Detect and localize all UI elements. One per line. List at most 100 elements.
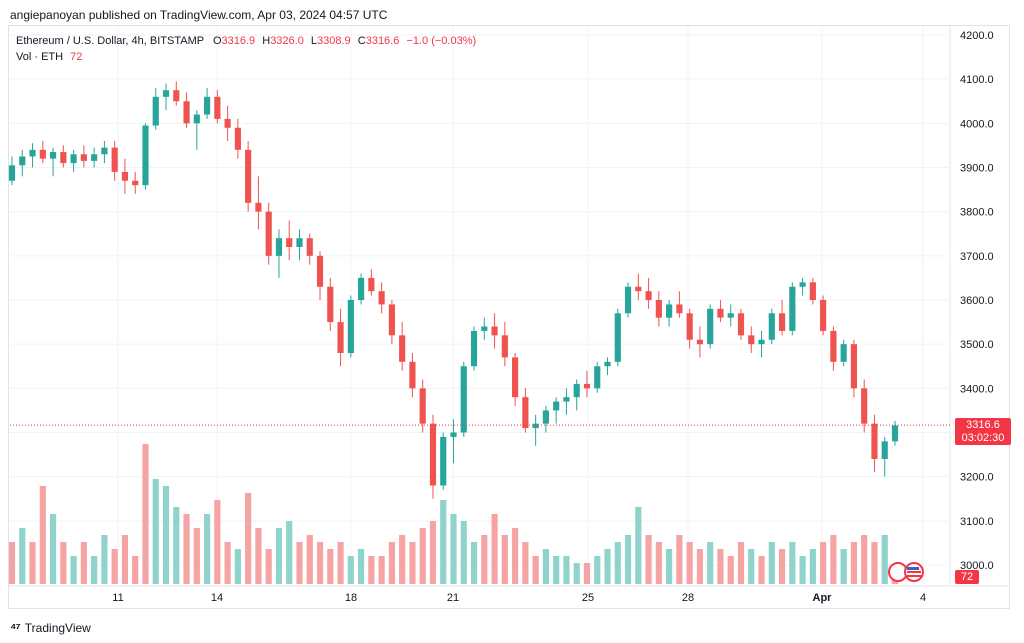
chart-legend: Ethereum / U.S. Dollar, 4h, BITSTAMP O33…: [16, 33, 476, 65]
candle-body: [696, 339, 703, 345]
close-label: C: [357, 35, 366, 47]
y-tick-label: 4000.0: [960, 118, 994, 130]
volume-bar: [450, 514, 457, 584]
candle-body: [676, 304, 683, 314]
volume-bar: [460, 521, 467, 584]
volume-bar: [830, 535, 837, 584]
candle-body: [193, 114, 200, 124]
volume-bar: [717, 549, 724, 584]
volume-bar: [573, 563, 580, 584]
volume-bar: [399, 535, 406, 584]
candle-body: [594, 366, 601, 389]
candle-body: [265, 211, 272, 256]
volume-label[interactable]: Vol · ETH: [16, 51, 64, 63]
candle-body: [255, 202, 262, 212]
volume-bar: [80, 542, 87, 584]
volume-bar: [696, 549, 703, 584]
candle-body: [29, 149, 36, 157]
candle-body: [707, 308, 714, 345]
y-tick-label: 3200.0: [960, 472, 994, 484]
candle-body: [306, 238, 313, 256]
volume-bar: [440, 500, 447, 584]
volume-bar: [286, 521, 293, 584]
volume-bar: [306, 535, 313, 584]
volume-bar: [871, 542, 878, 584]
volume-bar: [737, 542, 745, 584]
volume-bar: [337, 542, 344, 584]
x-tick-label: 14: [211, 592, 223, 604]
candle-body: [440, 436, 447, 486]
candle-body: [635, 286, 642, 292]
candle-body: [204, 96, 211, 115]
candle-body: [245, 149, 252, 203]
x-tick-label: 21: [447, 592, 459, 604]
candle-body: [522, 397, 529, 429]
volume-bar: [142, 444, 149, 584]
candle-body: [553, 401, 560, 411]
volume-bar: [60, 542, 67, 584]
legend-row-ohlc: Ethereum / U.S. Dollar, 4h, BITSTAMP O33…: [16, 33, 476, 49]
volume-bar: [29, 542, 36, 584]
volume-bar: [840, 549, 847, 584]
volume-bar: [8, 542, 16, 584]
candle-body: [132, 180, 139, 186]
candle-body: [111, 147, 118, 172]
volume-bar: [296, 542, 303, 584]
candle-body: [717, 308, 724, 318]
volume-bar: [686, 542, 693, 584]
change-value: −1.0 (−0.03%): [406, 35, 477, 47]
volume-bar: [327, 549, 334, 584]
candle-body: [861, 388, 868, 424]
x-tick-label: 4: [920, 592, 926, 604]
flag-icon[interactable]: [888, 562, 926, 582]
candle-body: [327, 286, 334, 323]
candle-body: [224, 118, 231, 128]
candle-body: [70, 154, 77, 164]
candle-body: [49, 152, 57, 159]
candle-body: [214, 96, 221, 119]
volume-bar: [173, 507, 180, 584]
chart-frame[interactable]: [8, 25, 1010, 609]
volume-bar: [624, 535, 632, 584]
volume-bar: [655, 542, 662, 584]
candle-body: [378, 291, 385, 305]
volume-bar: [234, 549, 241, 584]
volume-bar: [347, 556, 354, 584]
volume-bar: [49, 514, 57, 584]
x-tick-label: 28: [682, 592, 694, 604]
candle-body: [316, 255, 324, 287]
candle-body: [121, 171, 129, 181]
candle-body: [275, 238, 283, 256]
volume-bar: [758, 556, 765, 584]
volume-bar: [583, 563, 591, 584]
y-tick-label: 3500.0: [960, 339, 994, 351]
candle-body: [655, 300, 662, 318]
volume-bar: [19, 528, 26, 584]
symbol-label[interactable]: Ethereum / U.S. Dollar, 4h, BITSTAMP: [16, 35, 204, 47]
y-tick-label: 3700.0: [960, 251, 994, 263]
price-chart[interactable]: 3000.03100.03200.03300.03400.03500.03600…: [0, 0, 1024, 612]
candle-body: [614, 313, 621, 362]
candle-body: [80, 154, 87, 161]
candle-body: [19, 156, 26, 166]
candle-body: [60, 152, 67, 164]
footer-brand[interactable]: TradingView: [24, 620, 91, 635]
volume-bar: [39, 486, 46, 584]
tradingview-logo-icon[interactable]: ⁴⁷: [10, 620, 21, 635]
candle-body: [481, 326, 488, 331]
candle-body: [850, 344, 858, 389]
candle-body: [234, 127, 241, 150]
candle-body: [450, 432, 457, 437]
volume-bar: [778, 549, 786, 584]
candle-body: [758, 339, 765, 345]
volume-bar: [183, 514, 190, 584]
candle-body: [152, 96, 159, 126]
volume-bar: [419, 528, 426, 584]
volume-bar: [563, 556, 570, 584]
candle-body: [470, 330, 478, 367]
candle-body: [501, 335, 508, 358]
volume-tag: 72: [955, 570, 979, 584]
volume-bar: [193, 528, 200, 584]
volume-bar: [727, 556, 734, 584]
candle-body: [358, 277, 365, 300]
